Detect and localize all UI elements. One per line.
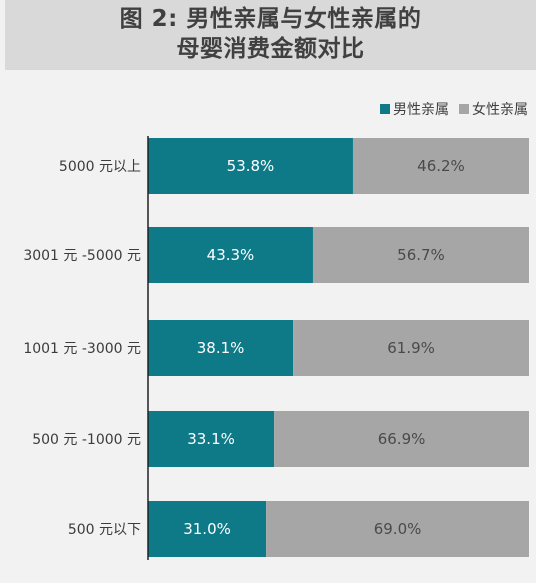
bar-female bbox=[312, 227, 529, 283]
category-label: 500 元 -1000 元 bbox=[32, 432, 141, 448]
data-label-male: 38.1% bbox=[197, 339, 245, 357]
legend-item-female: 女性亲属 bbox=[459, 99, 528, 119]
bar-female bbox=[352, 138, 529, 194]
bar-male bbox=[148, 411, 275, 467]
bar-female bbox=[266, 501, 529, 557]
data-label-female: 69.0% bbox=[374, 520, 422, 538]
chart-title-line-1: 图 2: 男性亲属与女性亲属的 bbox=[119, 6, 422, 32]
data-label-female: 46.2% bbox=[417, 157, 465, 175]
data-label-female: 56.7% bbox=[397, 246, 445, 264]
legend-item-male: 男性亲属 bbox=[380, 99, 449, 119]
bar-male bbox=[148, 501, 267, 557]
data-label-female: 66.9% bbox=[378, 430, 426, 448]
bar-male bbox=[148, 320, 294, 376]
bar-female bbox=[293, 320, 529, 376]
category-label: 1001 元 -3000 元 bbox=[23, 341, 141, 357]
bar-female bbox=[274, 411, 529, 467]
chart-legend: 男性亲属 女性亲属 bbox=[380, 99, 528, 119]
legend-label-male: 男性亲属 bbox=[393, 102, 449, 118]
chart-header: 图 2: 男性亲属与女性亲属的 母婴消费金额对比 bbox=[5, 0, 536, 70]
chart-title-line-2: 母婴消费金额对比 bbox=[176, 36, 365, 62]
data-label-male: 31.0% bbox=[183, 520, 231, 538]
category-label: 3001 元 -5000 元 bbox=[23, 248, 141, 264]
bar-male bbox=[148, 138, 353, 194]
data-label-female: 61.9% bbox=[387, 339, 435, 357]
legend-swatch-female bbox=[459, 104, 469, 114]
category-label: 500 元以下 bbox=[68, 522, 141, 538]
legend-swatch-male bbox=[380, 104, 390, 114]
data-label-male: 33.1% bbox=[187, 430, 235, 448]
data-label-male: 53.8% bbox=[227, 157, 275, 175]
category-label: 5000 元以上 bbox=[59, 159, 141, 175]
bar-male bbox=[148, 227, 313, 283]
data-label-male: 43.3% bbox=[207, 246, 255, 264]
legend-label-female: 女性亲属 bbox=[472, 102, 528, 118]
